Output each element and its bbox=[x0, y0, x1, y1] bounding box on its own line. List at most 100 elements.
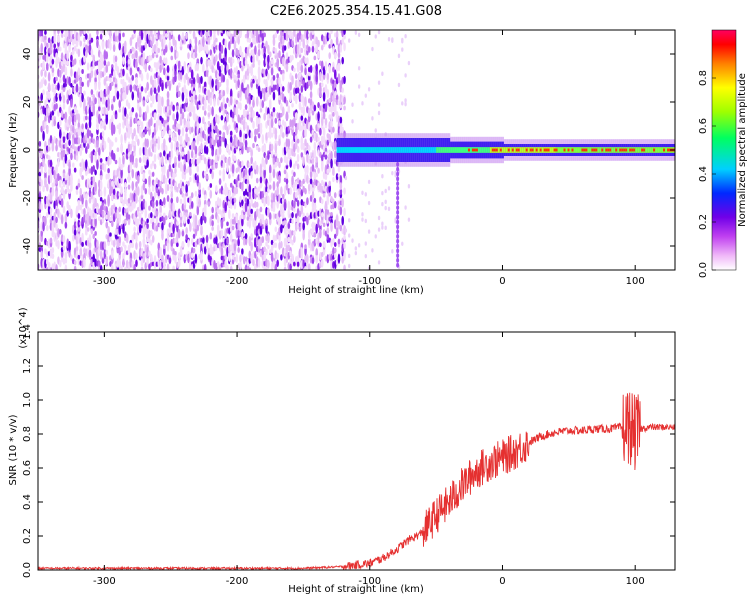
signal-core bbox=[557, 147, 560, 153]
noise-cell bbox=[374, 128, 377, 133]
noise-cell bbox=[280, 186, 283, 196]
noise-cell bbox=[196, 165, 200, 173]
noise-cell bbox=[309, 136, 313, 143]
noise-cell bbox=[86, 62, 90, 71]
noise-cell bbox=[127, 102, 131, 110]
noise-cell bbox=[224, 47, 227, 57]
noise-cell bbox=[40, 81, 44, 88]
noise-cell bbox=[92, 165, 96, 172]
noise-cell bbox=[90, 228, 94, 235]
noise-cell bbox=[348, 38, 351, 43]
noise-cell bbox=[118, 157, 122, 168]
noise-cell bbox=[261, 134, 265, 145]
noise-cell bbox=[73, 260, 77, 266]
noise-cell bbox=[187, 150, 190, 161]
noise-cell bbox=[185, 32, 188, 40]
noise-cell bbox=[124, 90, 127, 98]
noise-cell bbox=[114, 114, 118, 120]
noise-cell bbox=[391, 170, 394, 176]
noise-cell bbox=[99, 196, 103, 202]
noise-cell bbox=[274, 242, 278, 249]
noise-cell bbox=[58, 77, 62, 84]
signal-core bbox=[390, 147, 393, 153]
noise-cell bbox=[306, 197, 309, 206]
noise-cell bbox=[203, 133, 207, 142]
noise-cell bbox=[64, 111, 68, 120]
noise-cell bbox=[276, 259, 279, 267]
noise-cell bbox=[127, 172, 131, 184]
noise-cell bbox=[255, 96, 259, 107]
noise-cell bbox=[235, 253, 239, 264]
noise-cell bbox=[255, 164, 259, 175]
noise-cell bbox=[198, 182, 201, 191]
signal-core bbox=[428, 147, 431, 153]
noise-cell bbox=[105, 206, 109, 215]
signal-core bbox=[527, 147, 530, 153]
noise-cell bbox=[83, 257, 86, 269]
noise-cell bbox=[244, 139, 248, 148]
noise-cell bbox=[209, 98, 213, 106]
signal-core bbox=[533, 147, 536, 153]
noise-cell bbox=[313, 231, 317, 238]
noise-cell bbox=[83, 30, 86, 35]
noise-cell bbox=[367, 179, 371, 185]
noise-cell bbox=[228, 209, 231, 220]
noise-cell bbox=[92, 175, 96, 185]
noise-cell bbox=[47, 37, 51, 44]
noise-cell bbox=[278, 120, 281, 126]
noise-cell bbox=[351, 238, 354, 243]
noise-cell bbox=[322, 240, 326, 248]
noise-cell bbox=[155, 210, 159, 218]
noise-cell bbox=[287, 105, 291, 114]
signal-core bbox=[408, 147, 411, 153]
noise-cell bbox=[153, 112, 157, 120]
noise-cell bbox=[85, 159, 88, 170]
noise-cell bbox=[244, 232, 248, 240]
signal-core bbox=[442, 147, 445, 153]
noise-cell bbox=[124, 44, 127, 55]
noise-cell bbox=[99, 179, 103, 191]
noise-cell bbox=[114, 55, 118, 63]
noise-cell bbox=[252, 55, 255, 65]
noise-cell bbox=[138, 69, 142, 75]
noise-cell bbox=[333, 252, 337, 259]
noise-cell bbox=[94, 197, 97, 208]
noise-cell bbox=[146, 223, 149, 229]
noise-cell bbox=[407, 60, 411, 66]
noise-cell bbox=[231, 165, 235, 174]
noise-cell bbox=[170, 55, 174, 61]
noise-cell bbox=[77, 32, 81, 43]
noise-cell bbox=[252, 120, 255, 129]
noise-cell bbox=[142, 232, 146, 239]
noise-cell bbox=[38, 171, 42, 177]
noise-cell bbox=[68, 105, 71, 115]
noise-cell bbox=[88, 249, 92, 258]
noise-cell bbox=[131, 242, 135, 249]
noise-cell bbox=[228, 174, 231, 179]
noise-cell bbox=[99, 33, 103, 40]
noise-cell bbox=[233, 40, 237, 51]
noise-cell bbox=[216, 30, 220, 36]
noise-cell bbox=[265, 219, 268, 224]
noise-cell bbox=[118, 213, 122, 224]
signal-core bbox=[342, 147, 345, 153]
noise-cell bbox=[361, 217, 364, 222]
noise-cell bbox=[177, 34, 181, 42]
signal-core bbox=[456, 147, 459, 153]
noise-cell bbox=[205, 69, 209, 78]
noise-cell bbox=[96, 159, 99, 170]
noise-cell bbox=[374, 234, 377, 239]
noise-cell bbox=[51, 110, 55, 116]
noise-cell bbox=[146, 81, 149, 91]
signal-core bbox=[432, 147, 435, 153]
noise-cell bbox=[322, 91, 326, 102]
noise-cell bbox=[77, 121, 81, 128]
noise-cell bbox=[200, 56, 203, 65]
noise-cell bbox=[125, 233, 129, 244]
noise-cell bbox=[47, 106, 51, 114]
noise-cell bbox=[112, 54, 116, 64]
noise-cell bbox=[164, 215, 168, 221]
noise-cell bbox=[302, 106, 305, 112]
noise-cell bbox=[319, 127, 322, 136]
noise-cell bbox=[216, 98, 220, 106]
